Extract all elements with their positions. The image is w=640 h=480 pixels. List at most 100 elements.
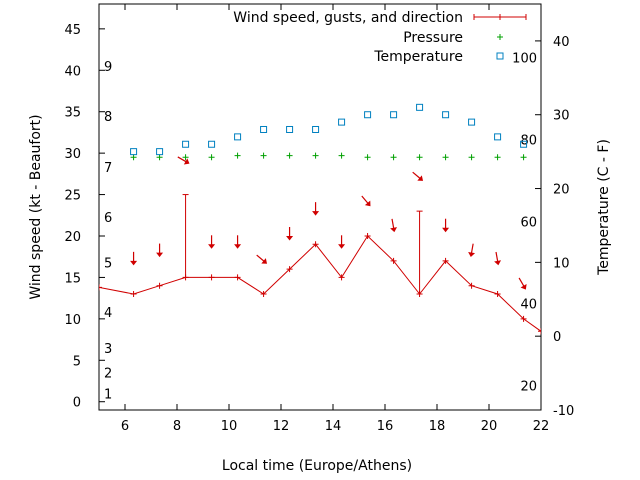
pressure-point xyxy=(390,154,397,161)
arrow-shaft xyxy=(391,218,395,229)
beaufort-label: 6 xyxy=(104,211,112,226)
x-tick-label: 14 xyxy=(325,419,342,434)
legend-swatch xyxy=(496,52,504,60)
pressure-point xyxy=(416,154,423,161)
y-tick-label: 10 xyxy=(64,313,81,328)
beaufort-label: 8 xyxy=(104,110,112,125)
arrow-head xyxy=(183,158,190,165)
wind-direction-arrow xyxy=(208,235,216,249)
pressure-point xyxy=(286,152,293,159)
x-tick-label: 12 xyxy=(273,419,290,434)
wind-speed-point xyxy=(208,274,215,281)
fahrenheit-label: 60 xyxy=(520,215,537,230)
x-tick-label: 18 xyxy=(429,419,446,434)
x-tick-label: 6 xyxy=(121,419,129,434)
legend-swatch-marker xyxy=(497,14,503,20)
series-layer xyxy=(99,103,541,335)
wind-direction-arrow xyxy=(256,254,268,264)
temperature-point xyxy=(182,140,190,148)
beaufort-label: 4 xyxy=(104,306,112,321)
wind-speed-point xyxy=(156,282,163,289)
pressure-point xyxy=(130,154,137,161)
pressure-point xyxy=(338,152,345,159)
fahrenheit-label: 100 xyxy=(512,51,537,66)
fahrenheit-label: 40 xyxy=(520,297,537,312)
arrow-shaft xyxy=(495,251,499,262)
arrow-head xyxy=(468,251,476,258)
temperature-point xyxy=(494,133,502,141)
temperature-point xyxy=(338,118,346,126)
arrow-head xyxy=(390,227,398,233)
wind-speed-point xyxy=(130,291,137,297)
x-tick-label: 8 xyxy=(173,419,181,434)
y-axis-title: Wind speed (kt - Beaufort) xyxy=(28,114,44,299)
wind-speed-point xyxy=(494,291,501,297)
beaufort-label: 2 xyxy=(104,367,112,382)
axis-ticks: 6 8 10 12 14 16 18 20 22051015202530354045-10010… xyxy=(64,4,574,434)
wind-speed-point xyxy=(234,274,241,281)
arrow-head xyxy=(338,244,346,249)
arrow-head xyxy=(130,260,138,266)
x-tick-label: 10 xyxy=(221,419,238,434)
temperature-point xyxy=(364,111,372,119)
y2-tick-label: 0 xyxy=(553,330,561,345)
pressure-point xyxy=(234,152,241,159)
wind-speed-point xyxy=(286,266,293,273)
arrow-shaft xyxy=(470,243,474,254)
beaufort-label: 1 xyxy=(104,387,112,402)
wind-direction-arrow xyxy=(312,202,320,216)
y-tick-label: 20 xyxy=(64,230,81,245)
arrow-shaft xyxy=(256,254,265,262)
wind-direction-arrow xyxy=(156,243,164,258)
pressure-point xyxy=(442,154,449,161)
y-tick-label: 30 xyxy=(64,147,81,162)
temperature-point xyxy=(130,148,138,156)
y-tick-label: 0 xyxy=(73,396,81,411)
wind-speed-line xyxy=(99,235,541,332)
wind-direction-arrow xyxy=(130,251,138,266)
x-axis-title: Local time (Europe/Athens) xyxy=(222,458,412,474)
wind-direction-arrow xyxy=(338,235,346,249)
wind-speed-point xyxy=(312,241,319,248)
pressure-point xyxy=(208,154,215,161)
fahrenheit-label: 80 xyxy=(520,133,537,148)
pressure-point xyxy=(468,154,475,161)
wind-direction-arrow xyxy=(390,218,398,233)
temperature-point xyxy=(468,118,476,126)
arrow-head xyxy=(156,252,164,258)
y2-axis-title: Temperature (C - F) xyxy=(596,139,612,276)
beaufort-label: 5 xyxy=(104,257,112,272)
arrow-shaft xyxy=(412,171,421,180)
temperature-point xyxy=(156,148,164,156)
arrow-shaft xyxy=(177,156,187,163)
arrow-head xyxy=(234,244,242,249)
wind-direction-arrow xyxy=(286,227,294,241)
plot-frame xyxy=(98,3,542,411)
x-tick-label: 20 xyxy=(481,419,498,434)
wind-speed-point xyxy=(468,282,475,289)
arrow-head xyxy=(494,260,502,266)
legend-swatch xyxy=(497,34,503,40)
y2-tick-label: 40 xyxy=(553,35,570,50)
wind-speed-point xyxy=(390,257,397,264)
beaufort-label: 9 xyxy=(104,60,112,75)
temperature-point xyxy=(234,133,242,141)
fahrenheit-label: 20 xyxy=(520,379,537,394)
wind-direction-arrow xyxy=(442,218,450,233)
wind-speed-point xyxy=(364,233,371,239)
legend-label: Pressure xyxy=(403,30,463,46)
temperature-point xyxy=(416,103,424,111)
temperature-point xyxy=(442,111,450,119)
arrow-head xyxy=(312,211,320,216)
x-tick-label: 16 xyxy=(377,419,394,434)
wind-direction-arrow xyxy=(518,277,527,290)
pressure-point xyxy=(364,154,371,161)
wind-speed-point xyxy=(260,291,267,297)
wind-speed-point xyxy=(442,257,449,264)
y2-tick-label: 30 xyxy=(553,109,570,124)
wind-direction-arrow xyxy=(177,156,190,165)
arrow-head xyxy=(261,258,268,264)
wind-direction-arrow xyxy=(361,195,371,207)
wind-direction-arrow xyxy=(234,235,242,249)
